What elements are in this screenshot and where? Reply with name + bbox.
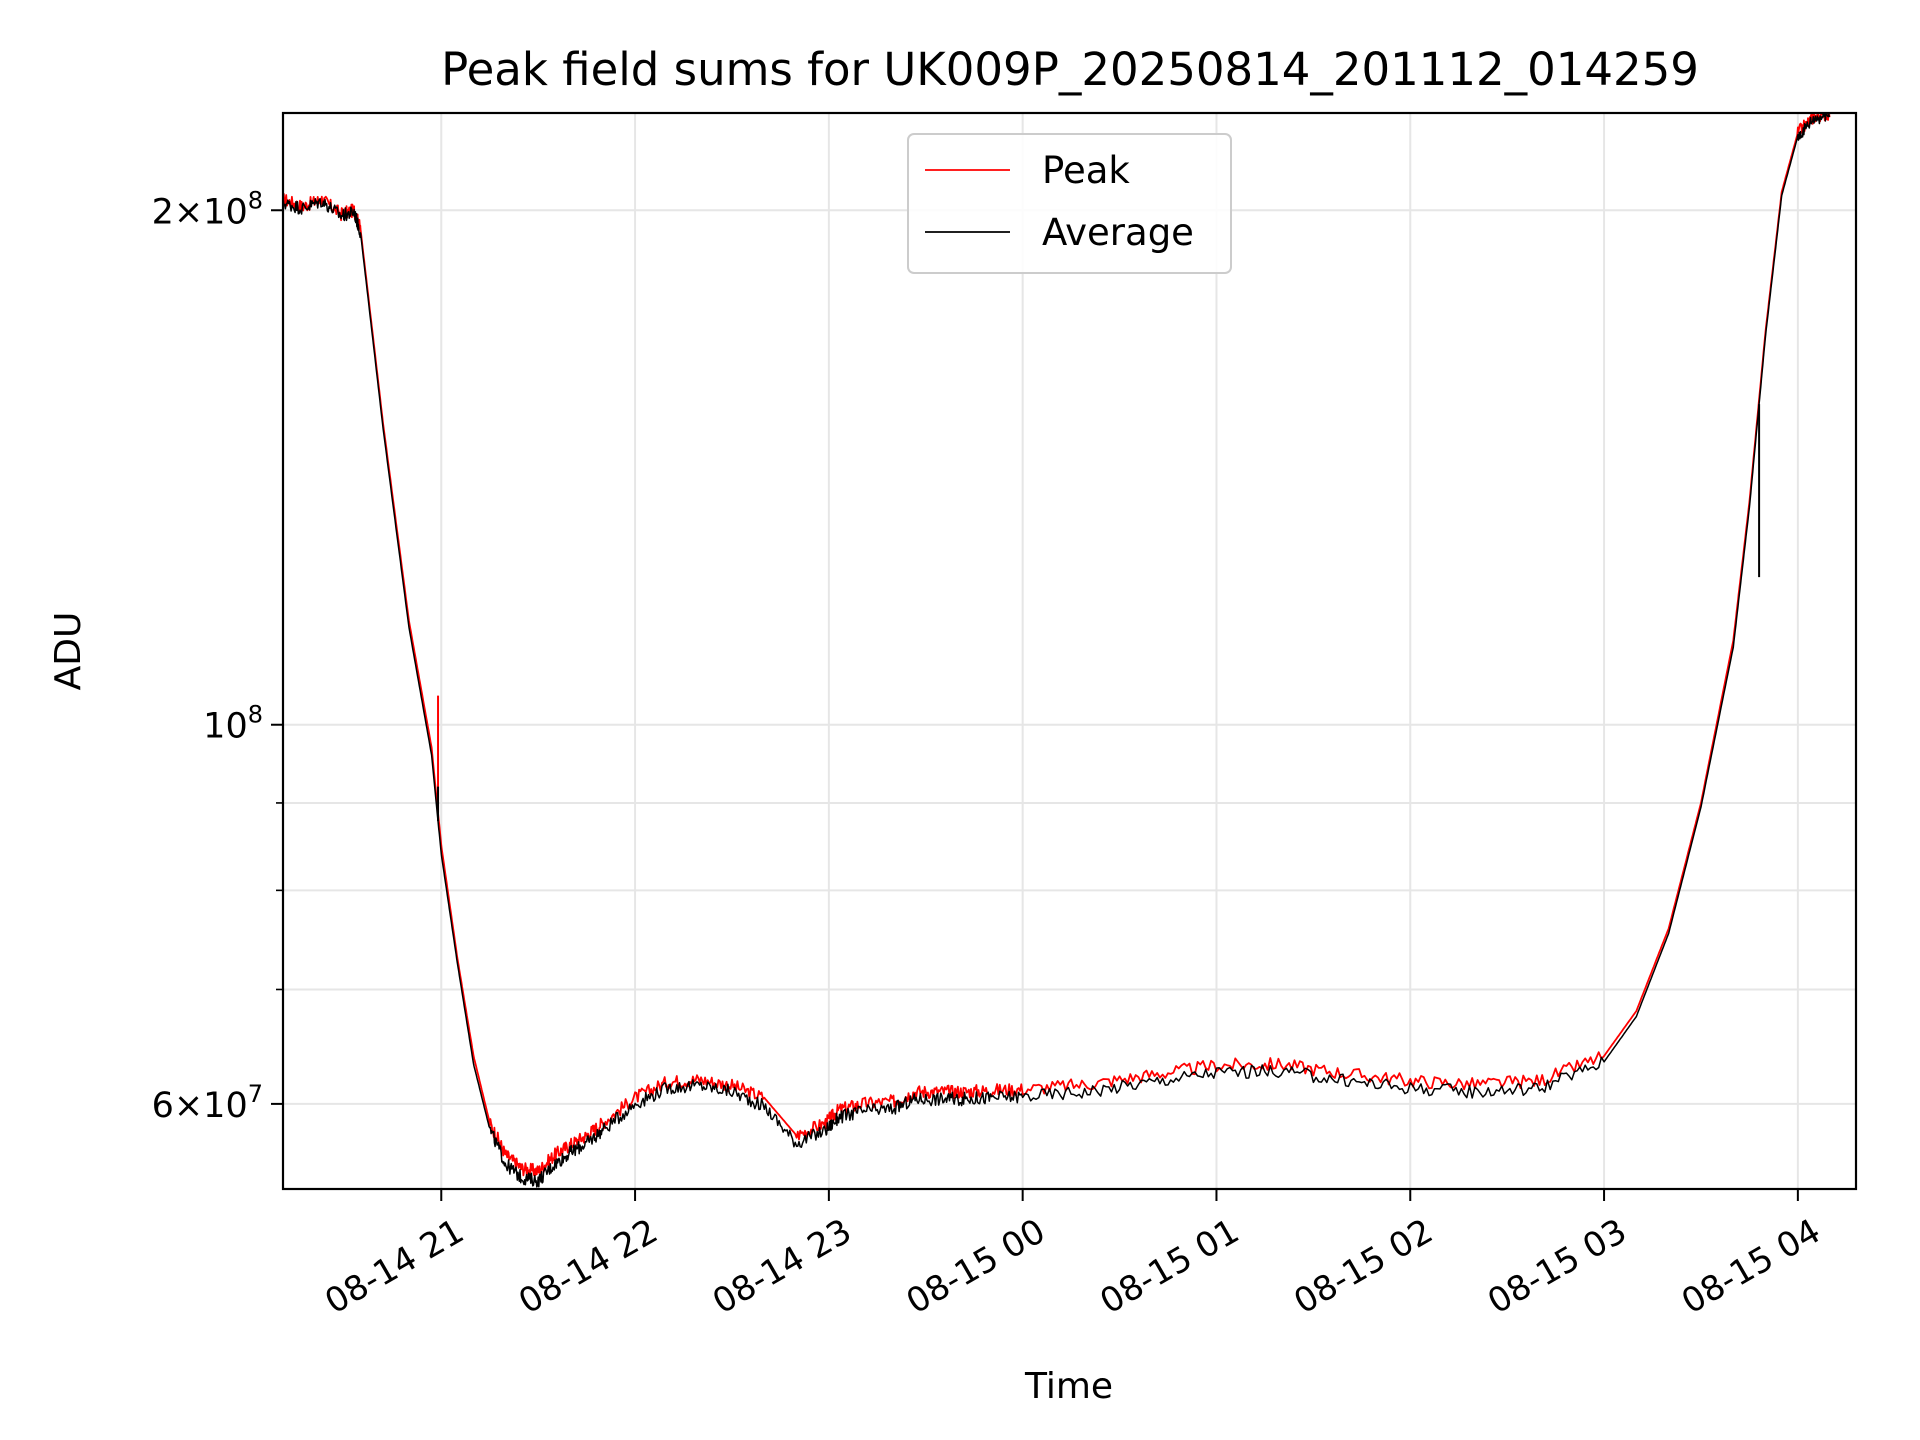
legend-label-peak: Peak [1042,149,1130,192]
y-tick-label: 6×107 [152,1080,263,1126]
legend-box [907,133,1232,274]
y-tick-label: 108 [203,701,263,747]
legend: Peak Average [907,133,1232,274]
y-axis-label: ADU [48,612,89,691]
legend-label-average: Average [1042,211,1194,254]
y-axis: 6×107 108 2×108 [152,186,283,1126]
x-axis-label: Time [1024,1366,1113,1407]
chart-title: Peak field sums for UK009P_20250814_2011… [441,43,1699,96]
plot-area-frame [281,111,1858,1191]
y-tick-label: 2×108 [152,186,263,232]
series-line-peak [283,113,1831,1177]
series-line-average [283,113,1831,1188]
series-layer [283,113,1831,1188]
